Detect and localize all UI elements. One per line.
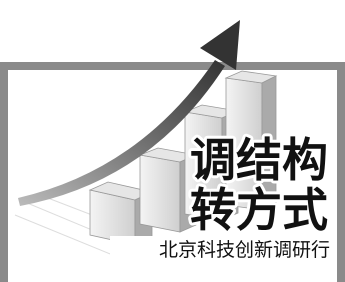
caption: 北京科技创新调研行 bbox=[159, 239, 330, 261]
page: {"graphic": {"headline": ["调结构", "转方式"],… bbox=[0, 0, 345, 282]
headline-line: 转方式 bbox=[190, 183, 328, 237]
illustration: 调结构 转方式 北京科技创新调研行 bbox=[0, 0, 345, 282]
headline-line: 调结构 bbox=[190, 133, 328, 187]
